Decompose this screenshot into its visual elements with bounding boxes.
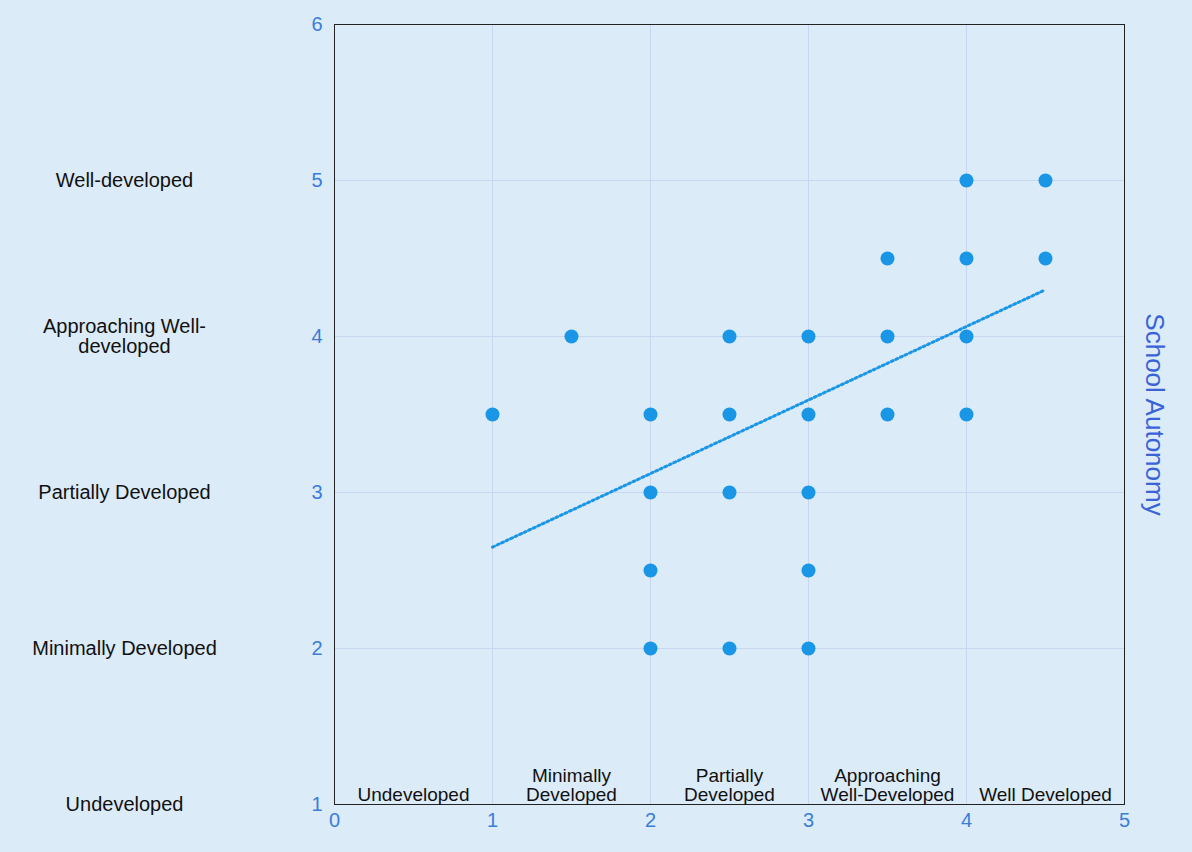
svg-text:4: 4 xyxy=(311,325,322,347)
svg-text:5: 5 xyxy=(1119,809,1130,831)
svg-text:Well Developed: Well Developed xyxy=(979,784,1112,805)
svg-text:2: 2 xyxy=(311,637,322,659)
svg-text:2: 2 xyxy=(645,809,656,831)
svg-text:Partially Developed: Partially Developed xyxy=(38,481,210,503)
svg-text:School Autonomy: School Autonomy xyxy=(1140,313,1170,515)
svg-text:0: 0 xyxy=(329,809,340,831)
svg-text:PartiallyDeveloped: PartiallyDeveloped xyxy=(684,765,775,805)
svg-text:6: 6 xyxy=(311,13,322,35)
svg-text:1: 1 xyxy=(487,809,498,831)
svg-text:Approaching Well-developed: Approaching Well-developed xyxy=(43,315,206,357)
svg-text:Minimally Developed: Minimally Developed xyxy=(32,637,217,659)
svg-text:Well-developed: Well-developed xyxy=(56,169,194,191)
svg-text:ApproachingWell-Developed: ApproachingWell-Developed xyxy=(821,765,955,805)
svg-text:3: 3 xyxy=(311,481,322,503)
svg-text:Undeveloped: Undeveloped xyxy=(66,793,184,815)
svg-text:1: 1 xyxy=(311,793,322,815)
svg-text:Undeveloped: Undeveloped xyxy=(358,784,470,805)
svg-text:5: 5 xyxy=(311,169,322,191)
svg-text:MinimallyDeveloped: MinimallyDeveloped xyxy=(526,765,617,805)
svg-text:3: 3 xyxy=(803,809,814,831)
svg-text:4: 4 xyxy=(961,809,972,831)
